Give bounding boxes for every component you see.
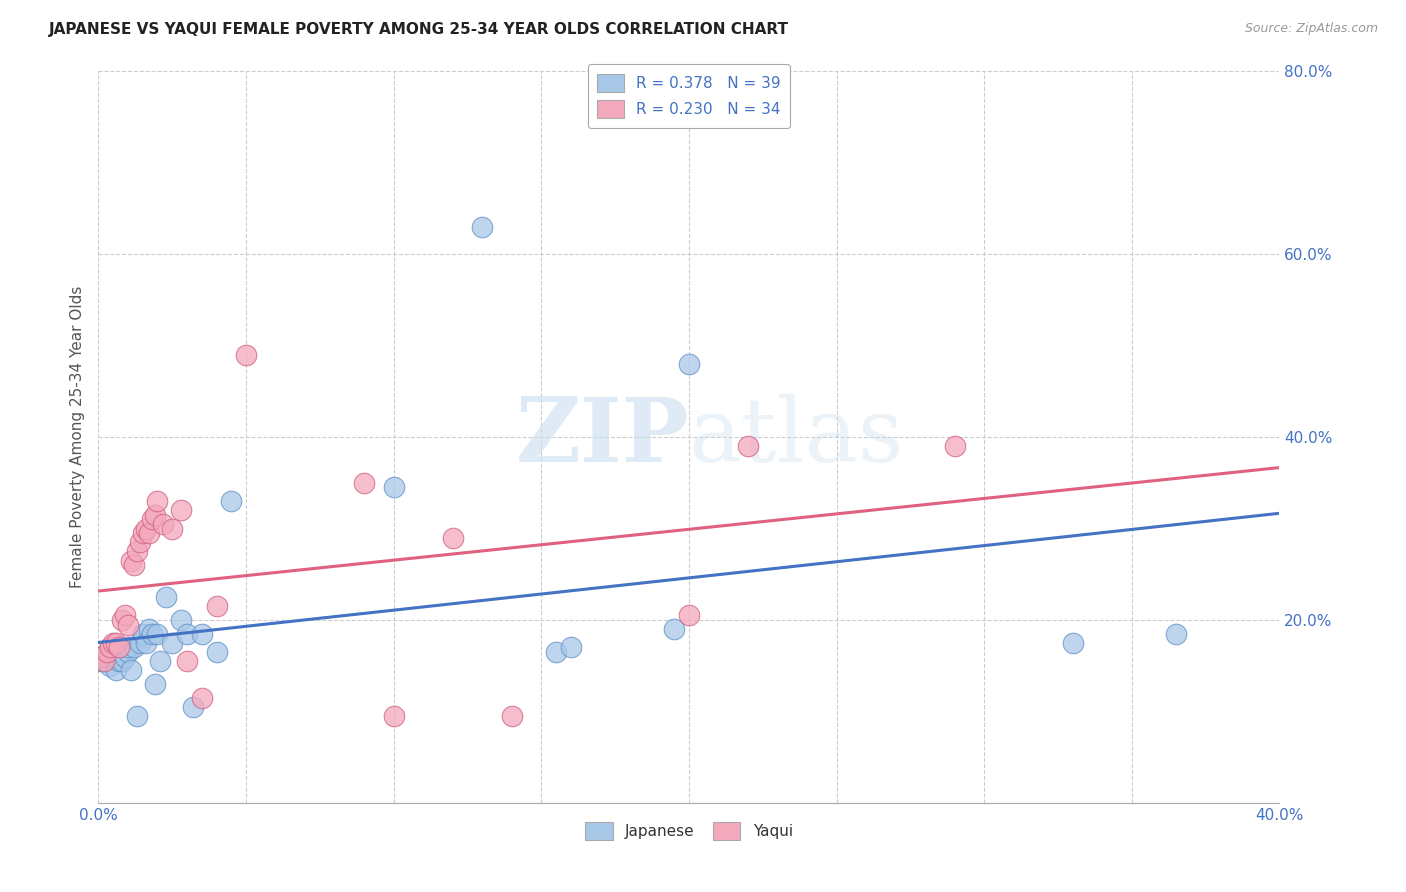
- Point: [132, 526, 155, 541]
- Point: [122, 640, 145, 655]
- Point: [111, 613, 134, 627]
- Point: [90, 649, 112, 664]
- Point: [108, 640, 131, 655]
- Point: [135, 636, 157, 650]
- Point: [162, 636, 183, 650]
- Point: [1062, 636, 1084, 650]
- Point: [90, 654, 112, 668]
- Point: [382, 709, 405, 723]
- Point: [103, 636, 125, 650]
- Point: [221, 494, 243, 508]
- Point: [191, 626, 214, 640]
- Point: [170, 503, 193, 517]
- Point: [111, 654, 134, 668]
- Point: [105, 663, 128, 677]
- Text: Source: ZipAtlas.com: Source: ZipAtlas.com: [1244, 22, 1378, 36]
- Text: JAPANESE VS YAQUI FEMALE POVERTY AMONG 25-34 YEAR OLDS CORRELATION CHART: JAPANESE VS YAQUI FEMALE POVERTY AMONG 2…: [49, 22, 789, 37]
- Point: [120, 553, 142, 567]
- Point: [181, 699, 204, 714]
- Text: ZIP: ZIP: [516, 393, 689, 481]
- Point: [141, 626, 163, 640]
- Point: [117, 640, 139, 655]
- Point: [205, 645, 228, 659]
- Point: [122, 558, 145, 573]
- Point: [125, 709, 148, 723]
- Point: [382, 480, 405, 494]
- Point: [1166, 626, 1188, 640]
- Point: [141, 512, 163, 526]
- Point: [132, 626, 155, 640]
- Point: [143, 508, 166, 522]
- Point: [93, 654, 115, 668]
- Point: [560, 640, 582, 655]
- Point: [546, 645, 568, 659]
- Legend: Japanese, Yaqui: Japanese, Yaqui: [579, 815, 799, 847]
- Point: [128, 636, 150, 650]
- Point: [176, 654, 198, 668]
- Point: [501, 709, 523, 723]
- Point: [108, 654, 131, 668]
- Point: [138, 622, 160, 636]
- Point: [98, 658, 121, 673]
- Point: [943, 439, 966, 453]
- Point: [93, 654, 115, 668]
- Point: [96, 645, 118, 659]
- Point: [471, 219, 494, 234]
- Point: [120, 663, 142, 677]
- Point: [170, 613, 193, 627]
- Point: [162, 521, 183, 535]
- Point: [191, 690, 214, 705]
- Point: [105, 636, 128, 650]
- Point: [678, 357, 700, 371]
- Point: [737, 439, 759, 453]
- Point: [152, 516, 174, 531]
- Point: [98, 640, 121, 655]
- Point: [146, 626, 169, 640]
- Point: [235, 348, 257, 362]
- Point: [155, 590, 177, 604]
- Point: [114, 608, 136, 623]
- Point: [114, 649, 136, 664]
- Point: [125, 544, 148, 558]
- Y-axis label: Female Poverty Among 25-34 Year Olds: Female Poverty Among 25-34 Year Olds: [69, 286, 84, 588]
- Point: [117, 645, 139, 659]
- Point: [664, 622, 686, 636]
- Point: [176, 626, 198, 640]
- Point: [103, 645, 125, 659]
- Point: [128, 535, 150, 549]
- Point: [678, 608, 700, 623]
- Point: [135, 521, 157, 535]
- Text: atlas: atlas: [689, 393, 904, 481]
- Point: [138, 526, 160, 541]
- Point: [205, 599, 228, 614]
- Point: [146, 494, 169, 508]
- Point: [353, 475, 375, 490]
- Point: [441, 531, 464, 545]
- Point: [143, 677, 166, 691]
- Point: [117, 617, 139, 632]
- Point: [103, 649, 125, 664]
- Point: [96, 649, 118, 664]
- Point: [149, 654, 172, 668]
